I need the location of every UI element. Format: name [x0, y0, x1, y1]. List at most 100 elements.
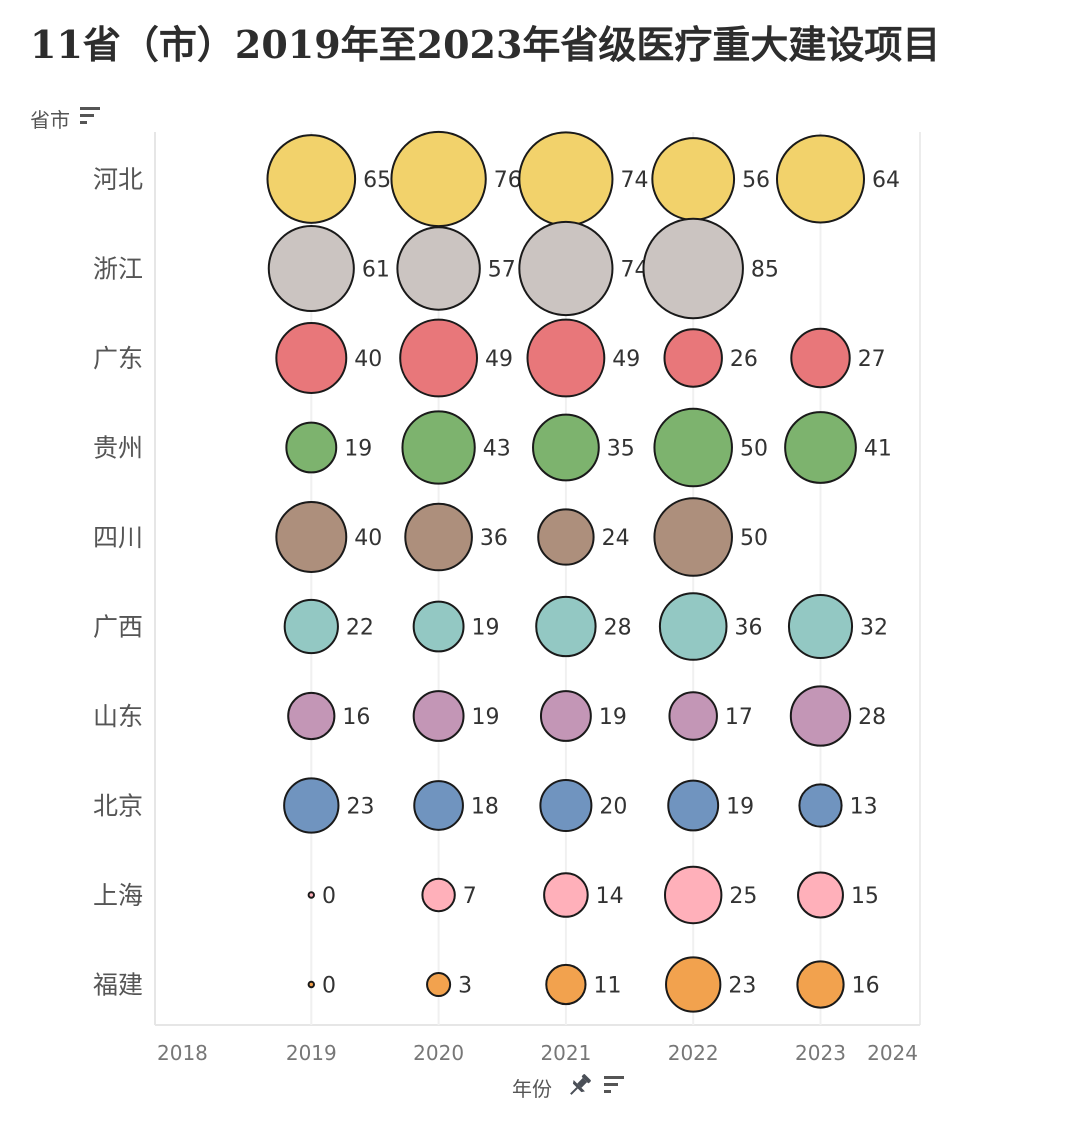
data-label: 26 [730, 347, 758, 372]
data-label: 23 [346, 795, 374, 820]
chart-title: 11省（市）2019年至2023年省级医疗重大建设项目 [30, 22, 941, 67]
bubble [532, 413, 600, 482]
row-label: 福建 [93, 971, 143, 1000]
data-label: 41 [864, 437, 892, 462]
data-label: 23 [728, 974, 756, 999]
data-label: 43 [483, 437, 511, 462]
data-label: 14 [596, 884, 624, 909]
bubble [404, 502, 473, 572]
bubble [543, 872, 589, 918]
bubble [784, 411, 857, 484]
row-label: 北京 [93, 792, 143, 821]
row-header-label: 省市 [30, 108, 70, 132]
bubble [537, 508, 595, 566]
row-header: 省市 [30, 104, 102, 133]
data-label: 57 [488, 258, 516, 283]
data-label: 16 [342, 705, 370, 730]
sort-descending-icon[interactable] [80, 105, 102, 132]
bubble [307, 891, 315, 899]
data-label: 28 [858, 705, 886, 730]
bubble [776, 134, 865, 224]
x-tick-label: 2021 [540, 1041, 591, 1065]
data-label: 20 [599, 795, 627, 820]
bubble [285, 421, 338, 474]
data-label: 18 [471, 795, 499, 820]
row-label: 贵州 [93, 434, 143, 463]
bubble [401, 410, 476, 485]
data-label: 49 [612, 347, 640, 372]
bubble [668, 691, 718, 741]
bubble [413, 780, 464, 831]
data-label: 19 [599, 705, 627, 730]
data-label: 17 [725, 705, 753, 730]
data-label: 50 [740, 526, 768, 551]
bubble [426, 971, 452, 998]
data-label: 65 [363, 168, 391, 193]
data-label: 74 [620, 168, 648, 193]
bubble [412, 600, 465, 653]
bubble [275, 322, 348, 394]
bubble [665, 956, 722, 1013]
sort-descending-icon[interactable] [604, 1074, 626, 1101]
bubble [535, 595, 597, 658]
x-tick-label: 2019 [286, 1041, 337, 1065]
data-label: 19 [472, 705, 500, 730]
bubble [796, 960, 845, 1009]
data-label: 36 [480, 526, 508, 551]
data-label: 3 [458, 974, 472, 999]
data-label: 25 [729, 884, 757, 909]
bubble [518, 131, 614, 227]
data-label: 27 [858, 347, 886, 372]
data-label: 0 [322, 884, 336, 909]
data-label: 19 [472, 616, 500, 641]
bubble [539, 690, 592, 742]
data-label: 11 [594, 974, 622, 999]
bubble [396, 226, 481, 311]
bubble [797, 871, 844, 919]
data-label: 85 [751, 258, 779, 283]
data-label: 16 [852, 974, 880, 999]
data-label: 76 [494, 168, 522, 193]
data-label: 7 [463, 884, 477, 909]
data-label: 15 [851, 884, 879, 909]
bubble [390, 130, 487, 228]
data-label: 19 [726, 795, 754, 820]
x-tick-label: 2020 [413, 1041, 464, 1065]
x-tick-label: 2024 [867, 1041, 918, 1065]
bubble [653, 407, 733, 488]
row-label: 广东 [93, 344, 143, 373]
data-label: 0 [322, 974, 336, 999]
data-label: 64 [872, 168, 900, 193]
bubble [663, 328, 723, 388]
bubble [399, 318, 479, 398]
x-tick-label: 2022 [668, 1041, 719, 1065]
data-label: 24 [602, 526, 630, 551]
row-label: 广西 [93, 613, 143, 642]
data-label: 28 [604, 616, 632, 641]
bubble [307, 980, 315, 989]
data-label: 56 [742, 168, 770, 193]
row-label: 河北 [93, 165, 143, 194]
data-label: 35 [607, 437, 635, 462]
pin-icon[interactable] [566, 1071, 594, 1104]
data-label: 19 [344, 437, 372, 462]
data-label: 61 [362, 258, 390, 283]
data-label: 49 [485, 347, 513, 372]
bubble [267, 224, 355, 313]
bubble [266, 134, 357, 224]
bubble [790, 327, 851, 389]
bubble [653, 497, 733, 577]
bubble [412, 690, 465, 742]
x-axis-title: 年份 [512, 1077, 552, 1101]
data-label: 32 [860, 616, 888, 641]
data-label: 22 [346, 616, 374, 641]
data-label: 13 [850, 795, 878, 820]
bubble [283, 777, 340, 834]
data-label: 50 [740, 437, 768, 462]
column-footer: 年份 [512, 1071, 626, 1104]
bubble [287, 691, 336, 741]
bubble [539, 778, 593, 833]
row-label: 四川 [93, 523, 143, 552]
bubble [789, 685, 852, 747]
